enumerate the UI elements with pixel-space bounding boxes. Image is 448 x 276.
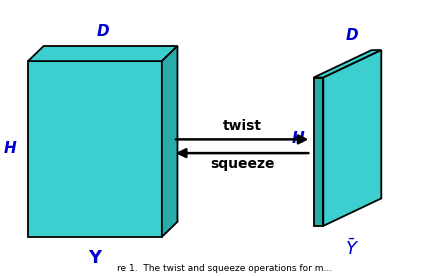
Text: D: D [345,28,358,43]
Polygon shape [323,50,381,226]
Polygon shape [162,46,177,237]
Text: H: H [292,131,305,145]
Text: squeeze: squeeze [210,157,274,171]
Text: twist: twist [223,118,262,132]
Text: Y: Y [88,249,102,267]
Text: H: H [4,142,17,156]
Text: re 1.  The twist and squeeze operations for m...: re 1. The twist and squeeze operations f… [117,264,332,273]
Polygon shape [28,61,162,237]
Text: D: D [96,24,109,39]
Text: $\bar{Y}$: $\bar{Y}$ [345,238,359,259]
Polygon shape [28,46,177,61]
Polygon shape [314,78,323,226]
Polygon shape [314,50,381,78]
